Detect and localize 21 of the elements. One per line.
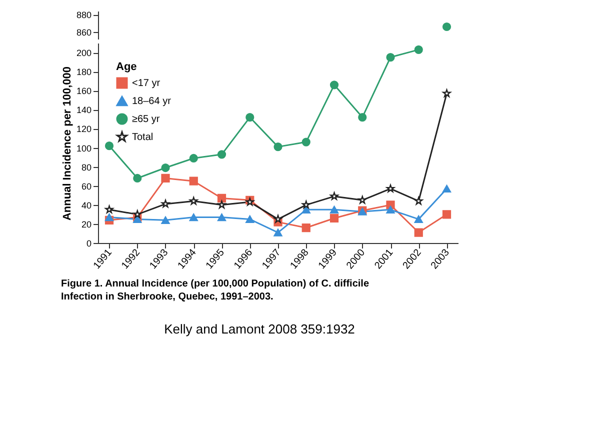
y-tick-label: 120: [76, 124, 92, 134]
legend-title: Age: [116, 61, 137, 73]
y-tick-label: 40: [81, 200, 92, 210]
y-tick-label: 180: [76, 67, 92, 78]
y-tick-label: 880: [76, 10, 92, 20]
legend-label: 18–64 yr: [132, 96, 172, 107]
y-tick-label: 80: [81, 162, 92, 172]
y-tick-label: 20: [81, 219, 92, 230]
y-axis-title: Annual Incidence per 100,000: [61, 66, 74, 221]
legend-label: Total: [132, 132, 154, 143]
y-tick-label: 860: [76, 28, 92, 38]
text: Kelly and Lamont 2008 359:1932: [164, 321, 355, 336]
y-tick-label: 200: [76, 48, 92, 58]
y-tick-label: 140: [76, 105, 92, 116]
legend-label: ≥65 yr: [132, 114, 160, 125]
y-tick-label: 0: [86, 238, 92, 248]
y-tick-label: 160: [76, 86, 92, 96]
text: Figure 1. Annual Incidence (per 100,000 Population) of C. difficile Infection in Sherbrooke, Quebec, 1991–2003.: [60, 278, 370, 302]
y-tick-label: 100: [76, 143, 92, 154]
legend-label: <17 yr: [132, 78, 161, 89]
y-tick-label: 60: [81, 181, 92, 192]
